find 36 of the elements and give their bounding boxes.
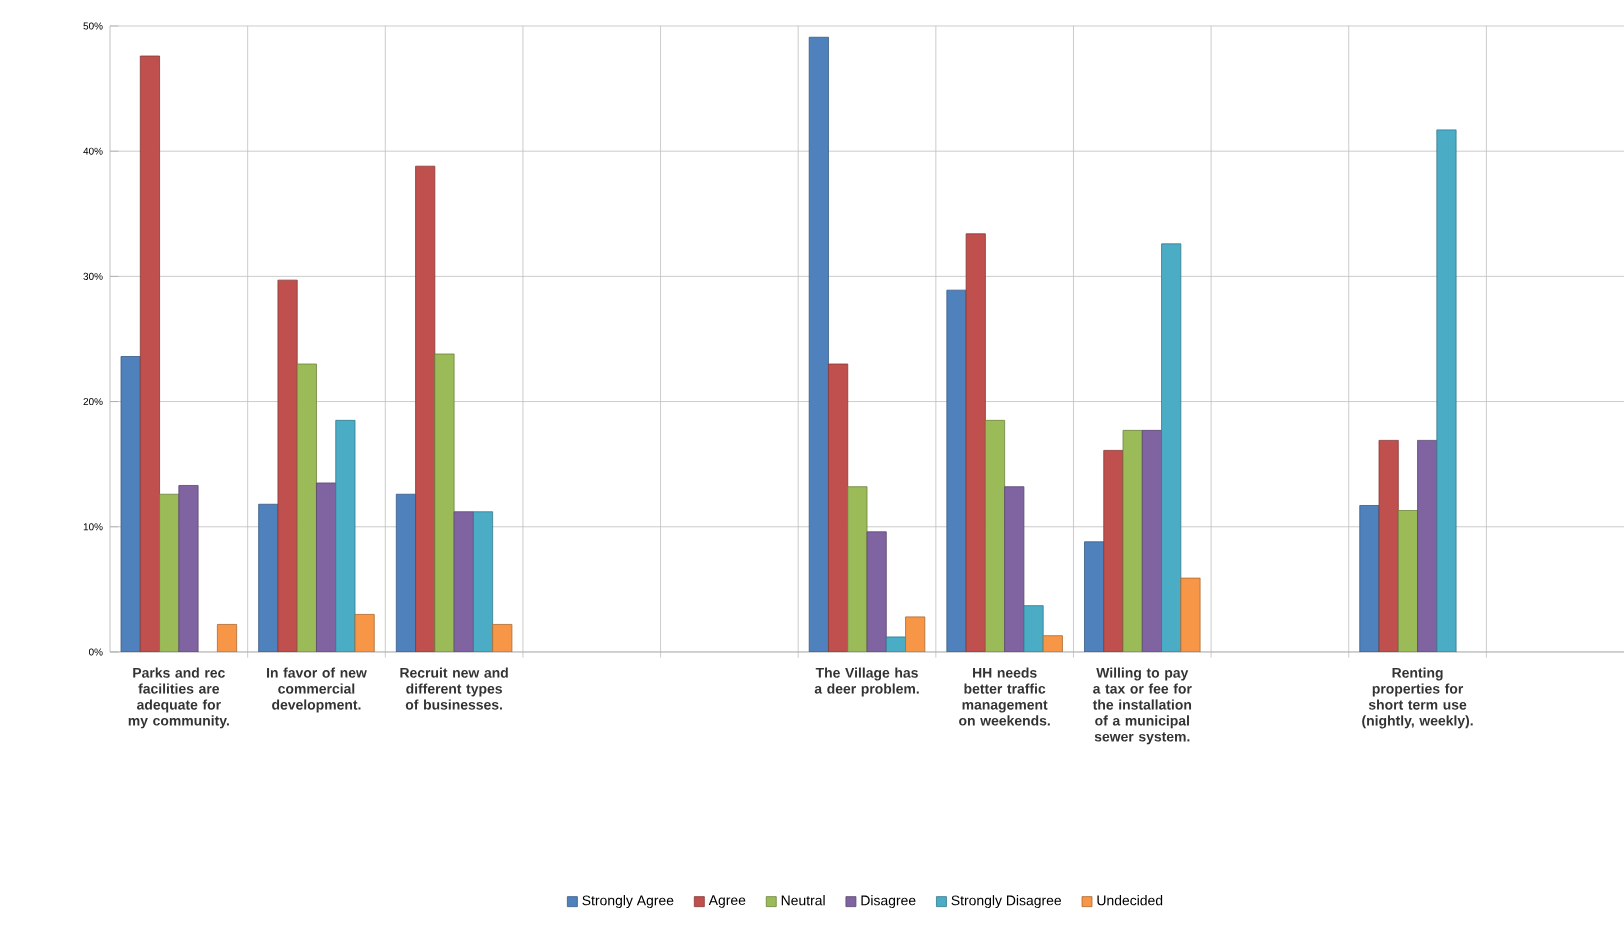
bar (178, 485, 199, 652)
bar (1141, 429, 1162, 652)
bar (1180, 577, 1201, 652)
bar (1122, 429, 1143, 652)
bar (354, 614, 375, 652)
bar (120, 356, 141, 652)
bar (415, 165, 436, 652)
bar (1436, 129, 1457, 652)
bar (296, 363, 317, 652)
bar (1378, 439, 1399, 652)
bar (139, 55, 160, 652)
bar (159, 493, 180, 652)
bar (1161, 243, 1182, 652)
bar (277, 279, 298, 652)
bar (885, 636, 906, 652)
bar (866, 531, 887, 652)
bar (828, 363, 849, 652)
bar (847, 486, 868, 652)
bar (316, 482, 337, 652)
bar (335, 419, 356, 652)
bar (984, 419, 1006, 652)
bar (946, 289, 967, 652)
bar (808, 36, 829, 652)
bar (258, 503, 279, 652)
bar (1023, 605, 1044, 652)
bar (1084, 541, 1105, 652)
bar (395, 493, 416, 652)
bar (965, 233, 986, 652)
bar (472, 511, 494, 652)
bar (1103, 450, 1124, 652)
bar (1359, 505, 1380, 652)
bar (453, 511, 474, 652)
bar (1417, 439, 1438, 652)
bar (1397, 510, 1418, 652)
bar (1004, 486, 1025, 652)
bar (434, 353, 455, 652)
